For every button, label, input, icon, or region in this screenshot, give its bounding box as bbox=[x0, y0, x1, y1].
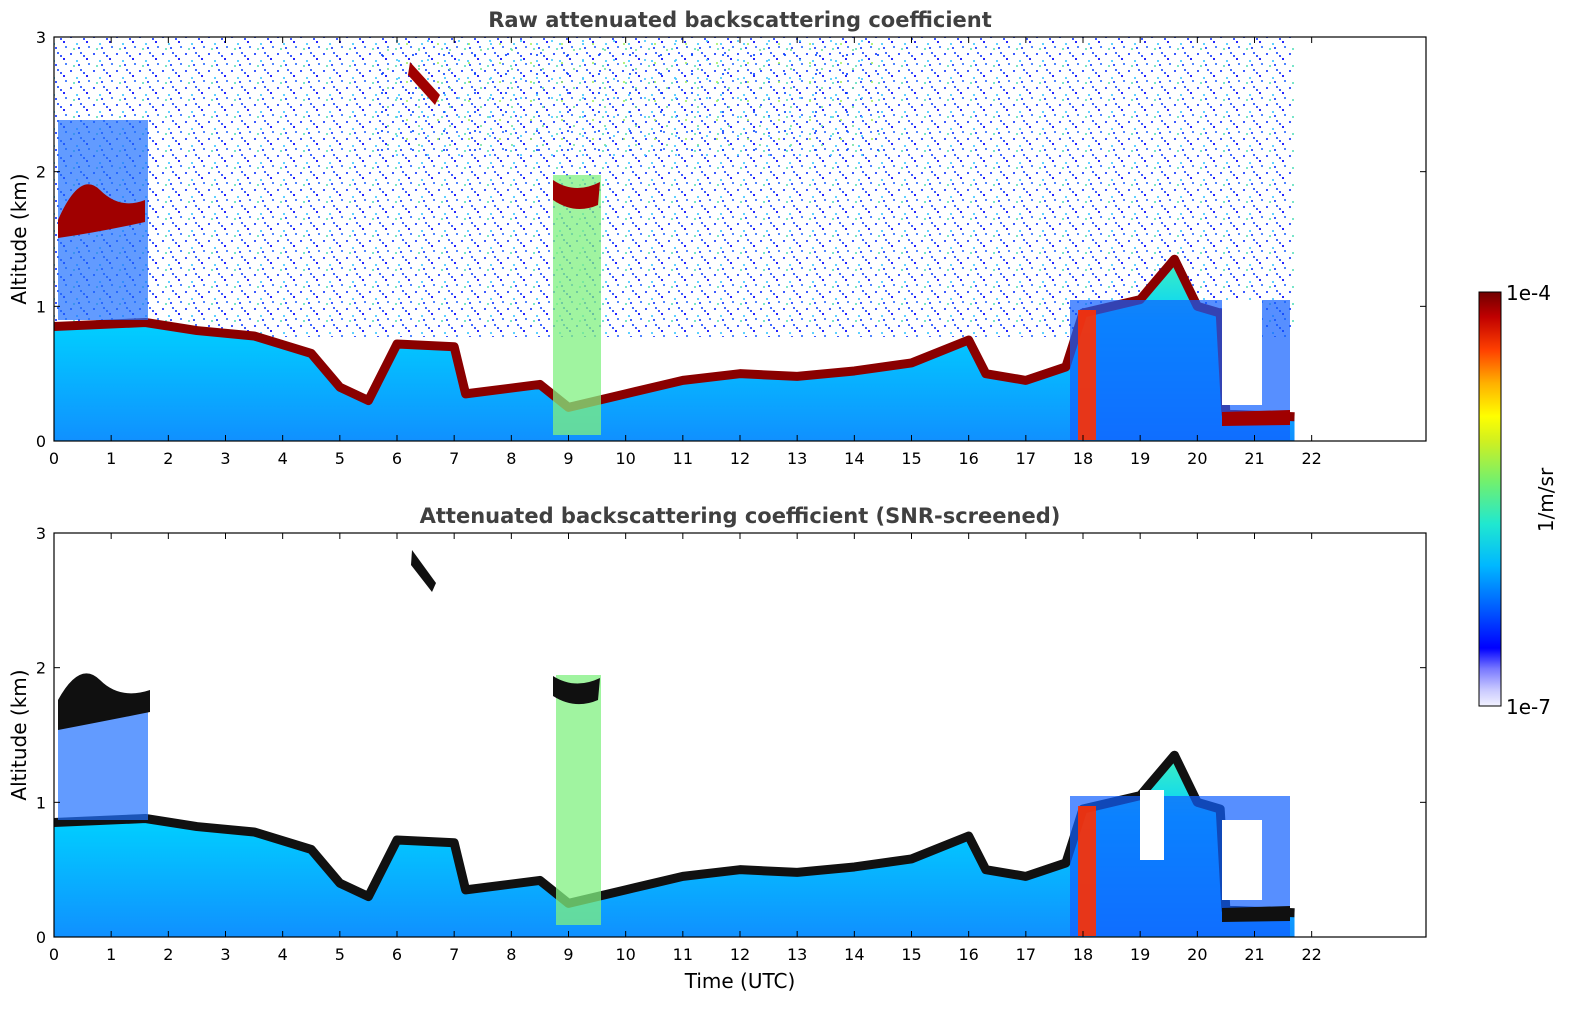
panel-2-xlabel: Time (UTC) bbox=[684, 969, 796, 993]
x-tick-label: 0 bbox=[49, 449, 59, 468]
colorbar: 1e-4 1e-7 1/m/sr bbox=[1478, 281, 1558, 719]
x-tick-label: 6 bbox=[392, 945, 402, 964]
x-tick-label: 22 bbox=[1301, 449, 1321, 468]
x-tick-label: 9 bbox=[563, 945, 573, 964]
x-tick-label: 14 bbox=[844, 449, 864, 468]
y-tick-label: 2 bbox=[36, 163, 46, 182]
x-tick-label: 11 bbox=[673, 449, 693, 468]
x-tick-label: 20 bbox=[1187, 945, 1207, 964]
x-tick-label: 13 bbox=[787, 945, 807, 964]
x-tick-label: 15 bbox=[901, 945, 921, 964]
panel-1-x-ticks: 0 1 2 3 4 5 6 7 8 9 10 11 12 13 14 15 16 17 18 19 20 21 22 bbox=[49, 37, 1322, 468]
panel-2-low-cloud bbox=[1222, 906, 1290, 922]
panel-2-precip-column bbox=[1078, 806, 1096, 936]
panel-1-noise-upper bbox=[380, 37, 880, 157]
panel-1-cloud-column-3 bbox=[553, 175, 601, 435]
panel-2-gap-2 bbox=[1222, 820, 1262, 900]
panel-2-cloud-2 bbox=[411, 550, 436, 592]
y-tick-label: 2 bbox=[36, 659, 46, 678]
x-tick-label: 2 bbox=[163, 945, 173, 964]
x-tick-label: 16 bbox=[958, 449, 978, 468]
panel-1-ylabel: Altitude (km) bbox=[7, 173, 31, 304]
panel-1-title: Raw attenuated backscattering coefficien… bbox=[488, 8, 992, 32]
x-tick-label: 6 bbox=[392, 449, 402, 468]
colorbar-label: 1/m/sr bbox=[1534, 467, 1558, 532]
x-tick-label: 15 bbox=[901, 449, 921, 468]
colorbar-gradient bbox=[1478, 291, 1502, 707]
x-tick-label: 17 bbox=[1016, 449, 1036, 468]
x-tick-label: 9 bbox=[563, 449, 573, 468]
x-tick-label: 11 bbox=[673, 945, 693, 964]
panel-2-cloud-column-3 bbox=[556, 675, 601, 925]
panel-2-cloud-3 bbox=[553, 676, 600, 705]
colorbar-min-label: 1e-7 bbox=[1506, 695, 1551, 719]
y-tick-label: 3 bbox=[36, 524, 46, 543]
panel-2-gap-1 bbox=[1140, 790, 1164, 860]
panel-2-ylabel: Altitude (km) bbox=[7, 669, 31, 800]
y-tick-label: 0 bbox=[36, 928, 46, 947]
panel-2-title: Attenuated backscattering coefficient (S… bbox=[420, 504, 1061, 528]
x-tick-label: 3 bbox=[220, 449, 230, 468]
panel-1-low-cloud bbox=[1222, 410, 1290, 426]
x-tick-label: 13 bbox=[787, 449, 807, 468]
x-tick-label: 1 bbox=[106, 945, 116, 964]
x-tick-label: 8 bbox=[506, 945, 516, 964]
x-tick-label: 19 bbox=[1130, 449, 1150, 468]
panel-1-clouds bbox=[58, 62, 1290, 440]
panel-2-boundary-layer-top bbox=[53, 750, 1295, 918]
panel-raw: Raw attenuated backscattering coefficien… bbox=[7, 8, 1427, 468]
x-tick-label: 18 bbox=[1073, 945, 1093, 964]
x-tick-label: 1 bbox=[106, 449, 116, 468]
panel-1-gap bbox=[1222, 300, 1262, 405]
panel-2-plot-area bbox=[53, 532, 1427, 938]
x-tick-label: 10 bbox=[615, 945, 635, 964]
x-tick-label: 7 bbox=[449, 449, 459, 468]
x-tick-label: 5 bbox=[335, 945, 345, 964]
y-tick-label: 0 bbox=[36, 432, 46, 451]
panel-1-precip-column bbox=[1078, 310, 1096, 440]
x-tick-label: 7 bbox=[449, 945, 459, 964]
panel-1-cloud-3 bbox=[553, 180, 600, 209]
x-tick-label: 18 bbox=[1073, 449, 1093, 468]
x-tick-label: 3 bbox=[220, 945, 230, 964]
x-tick-label: 5 bbox=[335, 449, 345, 468]
x-tick-label: 12 bbox=[730, 945, 750, 964]
y-tick-label: 1 bbox=[36, 297, 46, 316]
x-tick-label: 22 bbox=[1301, 945, 1321, 964]
panel-1-boundary-layer bbox=[54, 259, 1295, 441]
panel-1-cloud-1 bbox=[58, 184, 145, 238]
panel-1-cloud-2 bbox=[408, 62, 440, 105]
x-tick-label: 19 bbox=[1130, 945, 1150, 964]
x-tick-label: 20 bbox=[1187, 449, 1207, 468]
panel-1-plot-area bbox=[53, 36, 1427, 442]
colorbar-max-label: 1e-4 bbox=[1506, 281, 1551, 305]
x-tick-label: 16 bbox=[958, 945, 978, 964]
x-tick-label: 0 bbox=[49, 945, 59, 964]
panel-1-y-ticks: 0 1 2 3 bbox=[36, 28, 1426, 451]
x-tick-label: 14 bbox=[844, 945, 864, 964]
panel-2-cloud-1 bbox=[58, 673, 150, 730]
x-tick-label: 4 bbox=[278, 449, 288, 468]
panel-1-boundary-layer-top bbox=[53, 254, 1295, 422]
y-tick-label: 1 bbox=[36, 793, 46, 812]
panel-2-boundary-layer bbox=[54, 755, 1295, 937]
panel-2-clouds bbox=[58, 550, 1290, 936]
x-tick-label: 2 bbox=[163, 449, 173, 468]
y-tick-label: 3 bbox=[36, 28, 46, 47]
x-tick-label: 12 bbox=[730, 449, 750, 468]
panel-screened: Attenuated backscattering coefficient (S… bbox=[7, 504, 1427, 993]
x-tick-label: 17 bbox=[1016, 945, 1036, 964]
x-tick-label: 4 bbox=[278, 945, 288, 964]
x-tick-label: 21 bbox=[1244, 945, 1264, 964]
x-tick-label: 21 bbox=[1244, 449, 1264, 468]
x-tick-label: 10 bbox=[615, 449, 635, 468]
panel-2-x-ticks: 0 1 2 3 4 5 6 7 8 9 10 11 12 13 14 15 16 17 18 19 20 21 22 bbox=[49, 533, 1322, 964]
panel-2-y-ticks: 0 1 2 3 bbox=[36, 524, 1426, 947]
x-tick-label: 8 bbox=[506, 449, 516, 468]
